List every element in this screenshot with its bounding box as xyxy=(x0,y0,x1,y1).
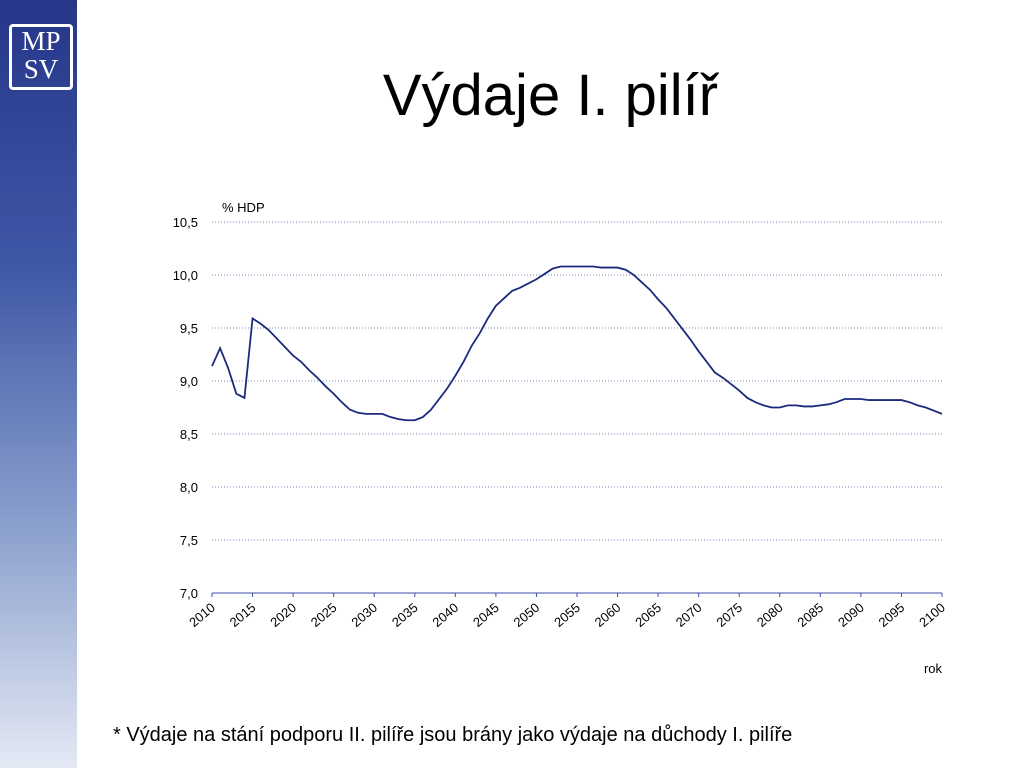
x-tick-label: 2095 xyxy=(876,600,908,630)
slide-title: Výdaje I. pilíř xyxy=(382,63,719,128)
x-tick-label: 2075 xyxy=(713,600,745,630)
x-tick-label: 2040 xyxy=(429,600,461,630)
x-tick-label: 2065 xyxy=(632,600,664,630)
y-tick-label: 9,0 xyxy=(180,374,198,389)
y-tick-label: 10,0 xyxy=(173,268,198,283)
x-tick-label: 2055 xyxy=(551,600,583,630)
y-tick-label: 8,0 xyxy=(180,480,198,495)
x-tick-label: 2050 xyxy=(511,600,543,630)
side-strip: MP SV xyxy=(0,0,77,768)
y-axis-label: % HDP xyxy=(222,200,265,215)
y-tick-label: 7,0 xyxy=(180,586,198,601)
y-tick-label: 7,5 xyxy=(180,533,198,548)
x-tick-label: 2010 xyxy=(186,600,218,630)
y-tick-label: 10,5 xyxy=(173,215,198,230)
y-tick-label: 8,5 xyxy=(180,427,198,442)
y-tick-label: 9,5 xyxy=(180,321,198,336)
footnote: * Výdaje na stání podporu II. pilíře jso… xyxy=(113,724,793,746)
x-tick-label: 2070 xyxy=(673,600,705,630)
x-tick-label: 2060 xyxy=(592,600,624,630)
x-tick-label: 2020 xyxy=(267,600,299,630)
x-tick-label: 2080 xyxy=(754,600,786,630)
line xyxy=(211,265,943,422)
logo-text: MP xyxy=(21,26,61,56)
logo: MP SV xyxy=(9,24,73,90)
x-tick-label: 2085 xyxy=(794,600,826,630)
x-tick-label: 2045 xyxy=(470,600,502,630)
x-axis-label: rok xyxy=(924,661,943,676)
x-tick-label: 2025 xyxy=(308,600,340,630)
x-tick-label: 2100 xyxy=(916,600,948,630)
logo-text: SV xyxy=(23,54,59,84)
x-tick-label: 2015 xyxy=(227,600,259,630)
x-tick-label: 2090 xyxy=(835,600,867,630)
x-tick-label: 2030 xyxy=(348,600,380,630)
x-tick-label: 2035 xyxy=(389,600,421,630)
